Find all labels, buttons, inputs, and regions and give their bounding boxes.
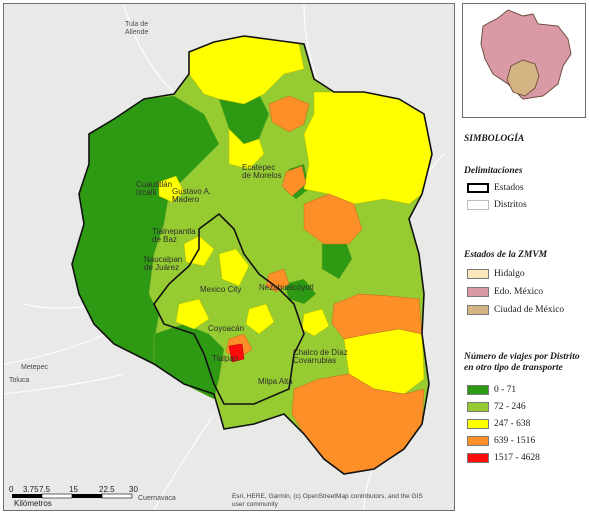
place-label-gam: Gustavo A. Madero [172,187,211,204]
legend-item-estados: Estados [467,182,524,194]
place-label-tlalpan: Tlalpan [212,354,238,363]
estado-legend-swatch [467,287,489,297]
scale-tick-label: 30 [129,485,138,494]
inset-map [462,3,586,118]
main-map[interactable]: Tula de Allende Toluca Metepec Cuernavaca Gus… [3,3,455,511]
estado-legend-item: Hidalgo [467,268,525,280]
viajes-legend-label: 72 - 246 [494,402,526,412]
viajes-legend-item: 72 - 246 [467,401,526,413]
district-zone[interactable] [281,165,307,197]
viajes-legend-label: 247 - 638 [494,419,531,429]
viajes-legend-label: 639 - 1516 [494,436,536,446]
viajes-legend-item: 0 - 71 [467,384,516,396]
place-labels: Tula de Allende Toluca Metepec Cuernavaca Gus… [9,21,348,502]
viajes-legend-swatch [467,385,489,395]
estado-legend-label: Hidalgo [494,269,525,279]
distritos-swatch [467,200,489,210]
district-zone[interactable] [158,175,185,203]
map-canvas[interactable]: Tula de Allende Toluca Metepec Cuernavaca Gus… [4,4,454,510]
place-label-ecatepec: Ecatepec de Morelos [242,163,282,180]
delimitaciones-title: Delimitaciones [464,166,523,176]
place-label-neza: Nezahualcóyotl [259,283,314,292]
legend-item-label: Distritos [494,200,527,210]
estado-legend-swatch [467,305,489,315]
district-zone[interactable] [228,343,245,363]
scale-unit-label: Kilómetros [14,499,52,508]
viajes-legend-item: 1517 - 4628 [467,452,540,464]
inset-edomex [480,9,572,100]
inset-cdmx [506,59,540,97]
scale-bar: 0 3.75 7.5 15 22.5 30 Kilómetros [9,485,138,508]
estados-zmvm-title: Estados de la ZMVM [464,250,548,260]
place-label-tula: Tula de Allende [125,21,148,36]
district-zone[interactable] [303,193,363,245]
viajes-legend-item: 247 - 638 [467,418,530,430]
legend-item-label: Estados [494,183,524,193]
viajes-legend-swatch [467,402,489,412]
state-boundary [71,35,433,475]
place-label-coyoacan: Coyoacán [208,324,244,333]
scale-tick-label: 0 [9,485,14,494]
state-boundary [153,212,305,405]
viajes-legend-swatch [467,436,489,446]
scale-tick-label: 7.5 [39,485,51,494]
legend-title: SIMBOLOGÍA [464,134,525,144]
place-label-tlalnepantla: Tlalnepantla de Baz [152,227,196,244]
place-label-naucalpan: Naucalpan de Juárez [144,255,182,272]
district-zone[interactable] [183,235,215,267]
viajes-legend-swatch [467,419,489,429]
viajes-legend-label: 1517 - 4628 [494,453,540,463]
district-zone[interactable] [331,293,423,340]
district-zone[interactable] [228,128,265,170]
estado-legend-label: Ciudad de México [494,305,565,315]
estado-legend-item: Ciudad de México [467,304,564,316]
viajes-legend-label: 0 - 71 [494,385,517,395]
viajes-title: Número de viajes por Distrito en otro ti… [464,352,580,373]
place-label-toluca: Toluca [9,377,29,384]
zmvm-districts[interactable] [71,35,433,475]
viajes-legend-swatch [467,453,489,463]
scale-tick-label: 3.75 [23,485,39,494]
district-zone[interactable] [175,298,210,330]
place-label-metepec: Metepec [21,364,48,371]
district-zone[interactable] [245,303,275,335]
scale-tick-label: 22.5 [99,485,115,494]
district-zone[interactable] [265,268,290,293]
district-zone[interactable] [283,278,317,305]
place-label-milpa: Milpa Alta [258,377,293,386]
legend-item-distritos: Distritos [467,199,527,211]
inset-canvas [480,9,572,100]
estado-legend-swatch [467,269,489,279]
viajes-legend-item: 639 - 1516 [467,435,535,447]
attribution: Esri, HERE, Garmin, (c) OpenStreetMap co… [232,493,423,508]
district-zone[interactable] [268,95,310,133]
place-label-cdmx: Mexico City [200,285,241,294]
estados-swatch [467,183,489,193]
district-zone[interactable] [303,91,433,205]
place-label-chalco: Chalco de Díaz Covarrubias [293,348,348,365]
place-label-cuernavaca: Cuernavaca [138,495,176,502]
estado-legend-item: Edo. México [467,286,543,298]
scale-tick-label: 15 [69,485,78,494]
district-zone[interactable] [218,248,250,287]
estado-legend-label: Edo. México [494,287,544,297]
place-label-cuautitlan: Cuautitlán Izcalli [136,180,172,197]
